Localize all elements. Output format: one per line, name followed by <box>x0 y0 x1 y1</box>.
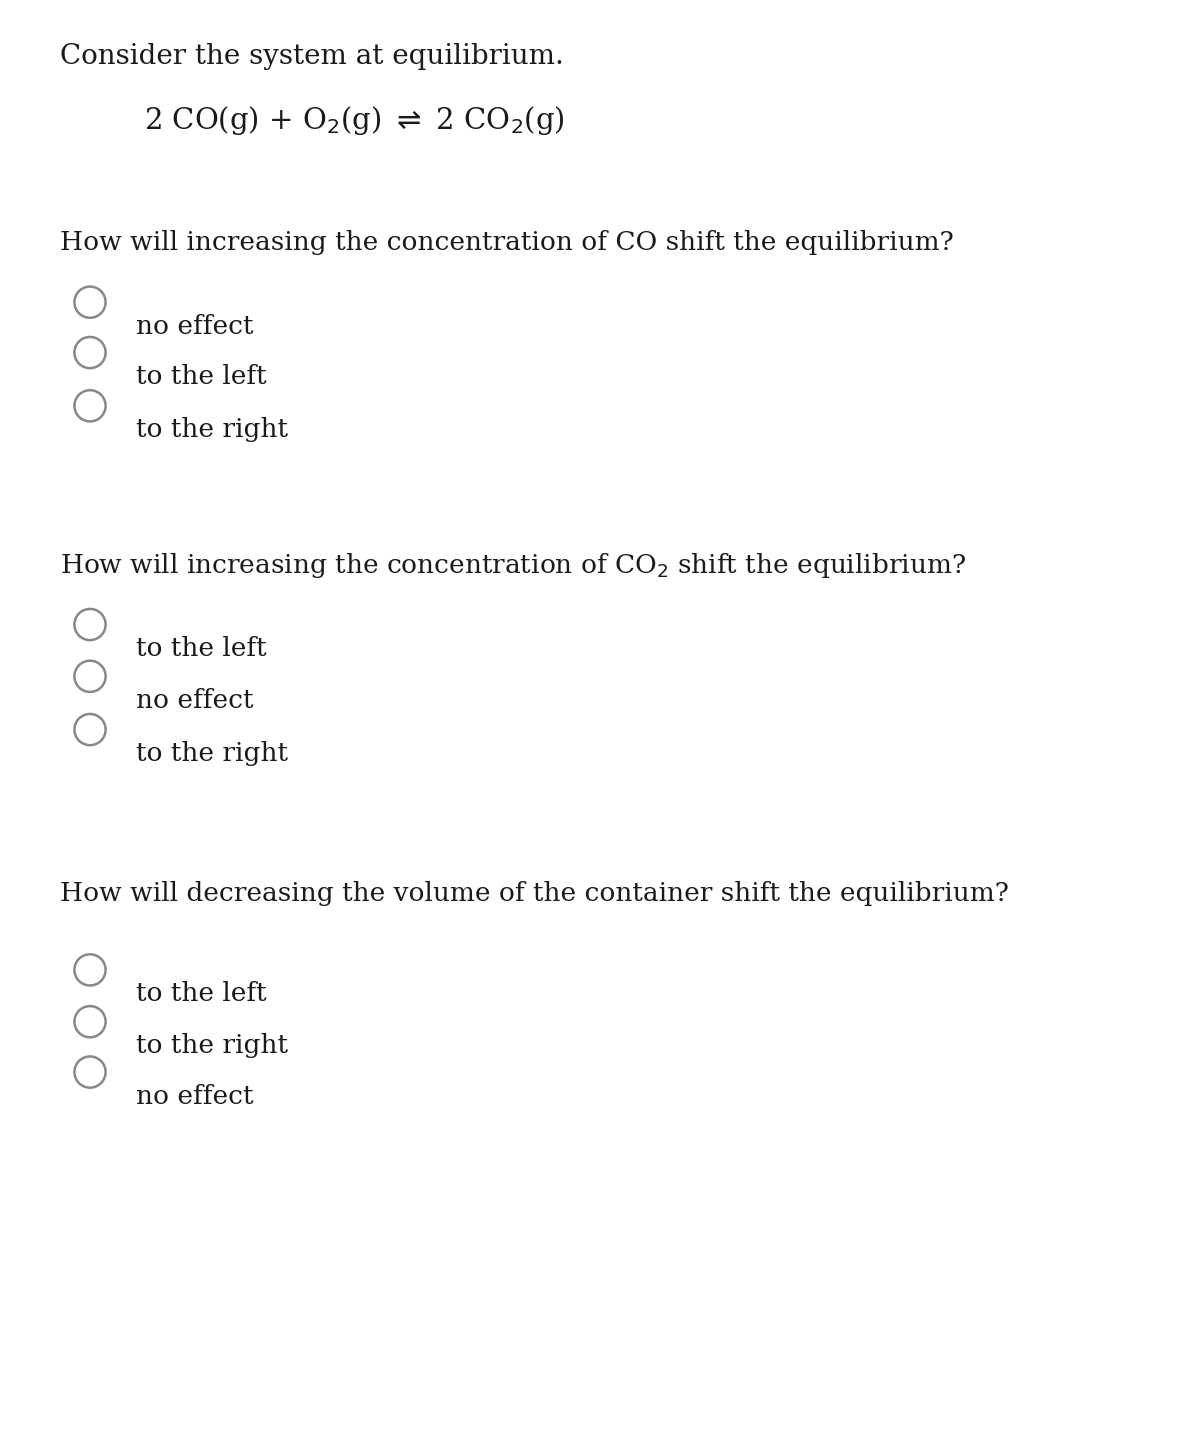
Text: no effect: no effect <box>136 688 253 712</box>
Text: to the left: to the left <box>136 981 266 1006</box>
Text: to the right: to the right <box>136 1033 288 1058</box>
Text: How will increasing the concentration of CO shift the equilibrium?: How will increasing the concentration of… <box>60 230 954 255</box>
Text: to the left: to the left <box>136 636 266 661</box>
Text: no effect: no effect <box>136 1084 253 1108</box>
Text: How will increasing the concentration of CO$_2$ shift the equilibrium?: How will increasing the concentration of… <box>60 551 966 580</box>
Text: 2 CO(g) + O$_2$(g) $\rightleftharpoons$ 2 CO$_2$(g): 2 CO(g) + O$_2$(g) $\rightleftharpoons$ … <box>144 104 565 137</box>
Text: Consider the system at equilibrium.: Consider the system at equilibrium. <box>60 43 564 71</box>
Text: to the right: to the right <box>136 417 288 442</box>
Text: to the right: to the right <box>136 741 288 766</box>
Text: How will decreasing the volume of the container shift the equilibrium?: How will decreasing the volume of the co… <box>60 881 1009 905</box>
Text: no effect: no effect <box>136 314 253 338</box>
Text: to the left: to the left <box>136 364 266 389</box>
